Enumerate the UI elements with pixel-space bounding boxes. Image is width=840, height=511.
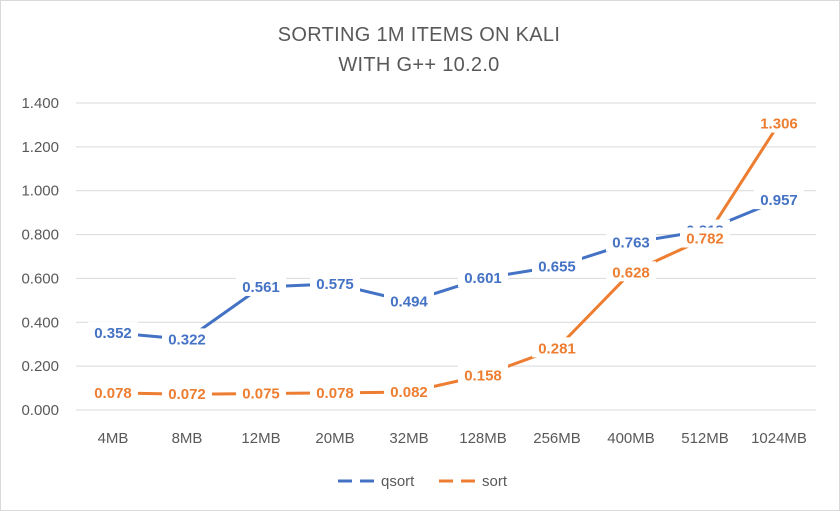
data-label-sort: 0.078: [316, 385, 354, 402]
data-label-background: [754, 189, 804, 210]
x-tick-label: 8MB: [172, 430, 203, 447]
data-label-background: [310, 272, 360, 293]
x-tick-label: 12MB: [241, 430, 280, 447]
data-label-background: [680, 227, 730, 248]
data-label-qsort: 0.575: [316, 276, 354, 293]
x-tick-label: 1024MB: [751, 430, 807, 447]
data-label-qsort: 0.561: [242, 279, 280, 296]
y-tick-label: 0.600: [21, 270, 59, 287]
data-label-background: [310, 381, 360, 402]
gridlines: [76, 102, 816, 411]
data-label-background: [384, 381, 434, 402]
series-line-qsort: [111, 198, 781, 341]
data-label-sort: 0.078: [94, 385, 132, 402]
data-label-sort: 0.782: [686, 231, 724, 248]
data-label-sort: 0.281: [538, 340, 576, 357]
chart-title-line-2: WITH G++ 10.2.0: [338, 54, 499, 76]
data-label-background: [532, 255, 582, 276]
x-tick-label: 256MB: [533, 430, 581, 447]
data-label-qsort: 0.322: [168, 331, 206, 348]
y-tick-label: 0.800: [21, 227, 59, 244]
data-label-background: [606, 261, 656, 282]
x-axis-ticks: 4MB 8MB 12MB 20MB 32MB 128MB 256MB 400MB 512MB 10…: [98, 430, 807, 447]
data-label-background: [162, 383, 212, 404]
data-label-background: [162, 328, 212, 349]
legend-label-qsort: qsort: [381, 473, 415, 490]
data-label-background: [236, 275, 286, 296]
data-label-sort: 0.072: [168, 386, 206, 403]
data-label-qsort: 0.494: [390, 294, 428, 311]
x-tick-label: 128MB: [459, 430, 507, 447]
data-label-qsort: 0.957: [760, 192, 798, 209]
data-label-background: [754, 112, 804, 133]
data-label-sort: 0.075: [242, 386, 280, 403]
x-tick-label: 20MB: [315, 430, 354, 447]
data-label-sort: 1.306: [760, 116, 798, 133]
y-tick-label: 0.000: [21, 402, 59, 419]
y-tick-label: 1.400: [21, 95, 59, 112]
legend-label-sort: sort: [482, 473, 508, 490]
y-tick-label: 0.400: [21, 314, 59, 331]
data-label-background: [458, 364, 508, 385]
x-tick-label: 32MB: [389, 430, 428, 447]
data-label-sort: 0.082: [390, 384, 428, 401]
data-label-sort: 0.628: [612, 264, 650, 281]
data-label-background: [88, 381, 138, 402]
legend: qsort sort: [338, 473, 508, 490]
data-label-qsort: 0.601: [464, 270, 502, 287]
y-tick-label: 1.000: [21, 183, 59, 200]
data-label-background: [532, 337, 582, 358]
data-label-background: [88, 321, 138, 342]
chart-title-line-1: SORTING 1M ITEMS ON KALI: [278, 24, 560, 46]
series-line-sort: [111, 122, 781, 396]
data-label-qsort: 0.655: [538, 258, 576, 275]
x-tick-label: 4MB: [98, 430, 129, 447]
y-tick-label: 0.200: [21, 358, 59, 375]
x-tick-label: 512MB: [681, 430, 729, 447]
y-tick-label: 1.200: [21, 139, 59, 156]
data-label-background: [236, 382, 286, 403]
data-label-background: [606, 231, 656, 252]
y-axis-ticks: 0.000 0.200 0.400 0.600 0.800 1.000 1.200 1.400: [21, 95, 59, 419]
data-label-background: [458, 267, 508, 288]
series-lines: [111, 122, 781, 396]
data-labels: 0.352 0.322 0.561 0.575 0.494 0.601 0.655 0.763…: [88, 112, 804, 404]
x-tick-label: 400MB: [607, 430, 655, 447]
data-label-background: [384, 290, 434, 311]
data-label-sort: 0.158: [464, 367, 502, 384]
data-label-qsort: 0.352: [94, 325, 132, 342]
data-label-qsort: 0.763: [612, 235, 650, 252]
